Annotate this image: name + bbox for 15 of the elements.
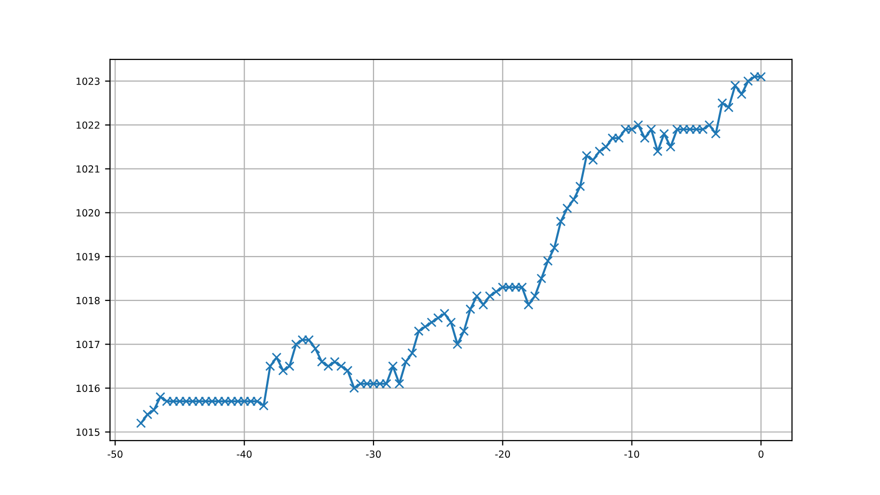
x-tick-label: -40	[236, 450, 252, 458]
x-tick-label: -30	[366, 450, 381, 458]
y-tick-label: 1018	[76, 296, 100, 304]
x-tick-label: -20	[495, 450, 510, 458]
y-tick-label: 1023	[76, 78, 100, 85]
y-tick-label: 1017	[76, 340, 100, 348]
y-tick-label: 1016	[76, 384, 100, 392]
x-tick-label: -10	[624, 450, 640, 458]
x-tick-label: 0	[758, 450, 764, 458]
y-tick-label: 1021	[76, 165, 100, 173]
y-tick-label: 1019	[76, 253, 100, 260]
y-tick-label: 1020	[76, 209, 100, 217]
y-tick-label: 1015	[76, 428, 100, 436]
y-tick-label: 1022	[76, 121, 100, 129]
x-tick-label: -50	[108, 450, 122, 458]
